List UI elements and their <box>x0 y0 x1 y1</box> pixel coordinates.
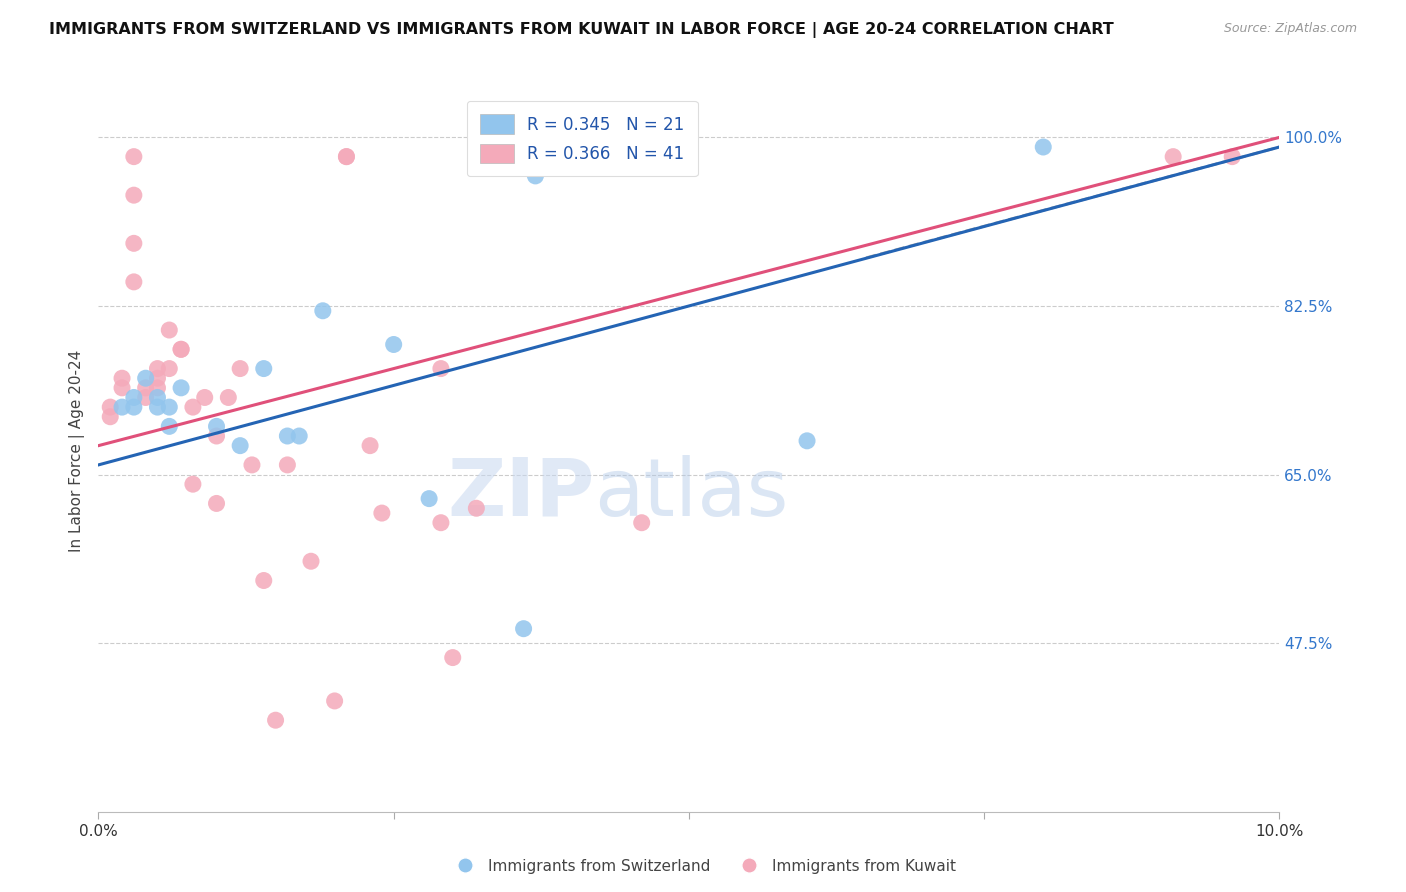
Point <box>217 391 239 405</box>
Point <box>170 343 193 357</box>
Point <box>512 622 534 636</box>
Point <box>122 275 145 289</box>
Point <box>288 429 311 443</box>
Y-axis label: In Labor Force | Age 20-24: In Labor Force | Age 20-24 <box>69 350 84 551</box>
Point <box>157 419 180 434</box>
Point <box>135 381 157 395</box>
Point <box>111 400 134 414</box>
Point <box>170 343 193 357</box>
Point <box>146 381 169 395</box>
Point <box>229 361 252 376</box>
Point <box>146 361 169 376</box>
Point <box>122 150 145 164</box>
Text: IMMIGRANTS FROM SWITZERLAND VS IMMIGRANTS FROM KUWAIT IN LABOR FORCE | AGE 20-24: IMMIGRANTS FROM SWITZERLAND VS IMMIGRANT… <box>49 22 1114 38</box>
Point <box>418 491 440 506</box>
Point <box>229 439 252 453</box>
Point <box>98 400 121 414</box>
Point <box>135 371 157 385</box>
Point <box>1161 150 1184 164</box>
Point <box>122 188 145 202</box>
Point <box>205 429 228 443</box>
Text: Source: ZipAtlas.com: Source: ZipAtlas.com <box>1223 22 1357 36</box>
Point <box>1220 150 1243 164</box>
Point <box>299 554 322 568</box>
Point <box>135 391 157 405</box>
Point <box>146 371 169 385</box>
Point <box>1032 140 1054 154</box>
Point <box>524 169 547 183</box>
Point <box>98 409 121 424</box>
Point <box>276 429 298 443</box>
Point <box>181 400 204 414</box>
Point <box>122 236 145 251</box>
Point <box>264 713 287 727</box>
Point <box>371 506 394 520</box>
Point <box>796 434 818 448</box>
Point <box>146 400 169 414</box>
Point <box>335 150 357 164</box>
Point <box>253 361 276 376</box>
Point <box>359 439 381 453</box>
Point <box>430 516 453 530</box>
Point <box>157 323 180 337</box>
Point <box>157 400 180 414</box>
Point <box>122 400 145 414</box>
Point <box>382 337 405 351</box>
Point <box>335 150 357 164</box>
Point <box>146 391 169 405</box>
Point <box>441 650 464 665</box>
Point <box>111 371 134 385</box>
Text: ZIP: ZIP <box>447 455 595 533</box>
Legend: R = 0.345   N = 21, R = 0.366   N = 41: R = 0.345 N = 21, R = 0.366 N = 41 <box>467 101 697 177</box>
Point <box>465 501 488 516</box>
Point <box>253 574 276 588</box>
Point <box>312 303 335 318</box>
Point <box>430 361 453 376</box>
Point <box>240 458 263 472</box>
Point <box>170 381 193 395</box>
Point <box>122 391 145 405</box>
Point <box>205 419 228 434</box>
Point <box>157 361 180 376</box>
Point <box>111 381 134 395</box>
Point <box>194 391 217 405</box>
Legend: Immigrants from Switzerland, Immigrants from Kuwait: Immigrants from Switzerland, Immigrants … <box>444 853 962 880</box>
Point <box>181 477 204 491</box>
Point <box>276 458 298 472</box>
Point <box>323 694 346 708</box>
Point <box>630 516 652 530</box>
Point <box>205 496 228 510</box>
Text: atlas: atlas <box>595 455 789 533</box>
